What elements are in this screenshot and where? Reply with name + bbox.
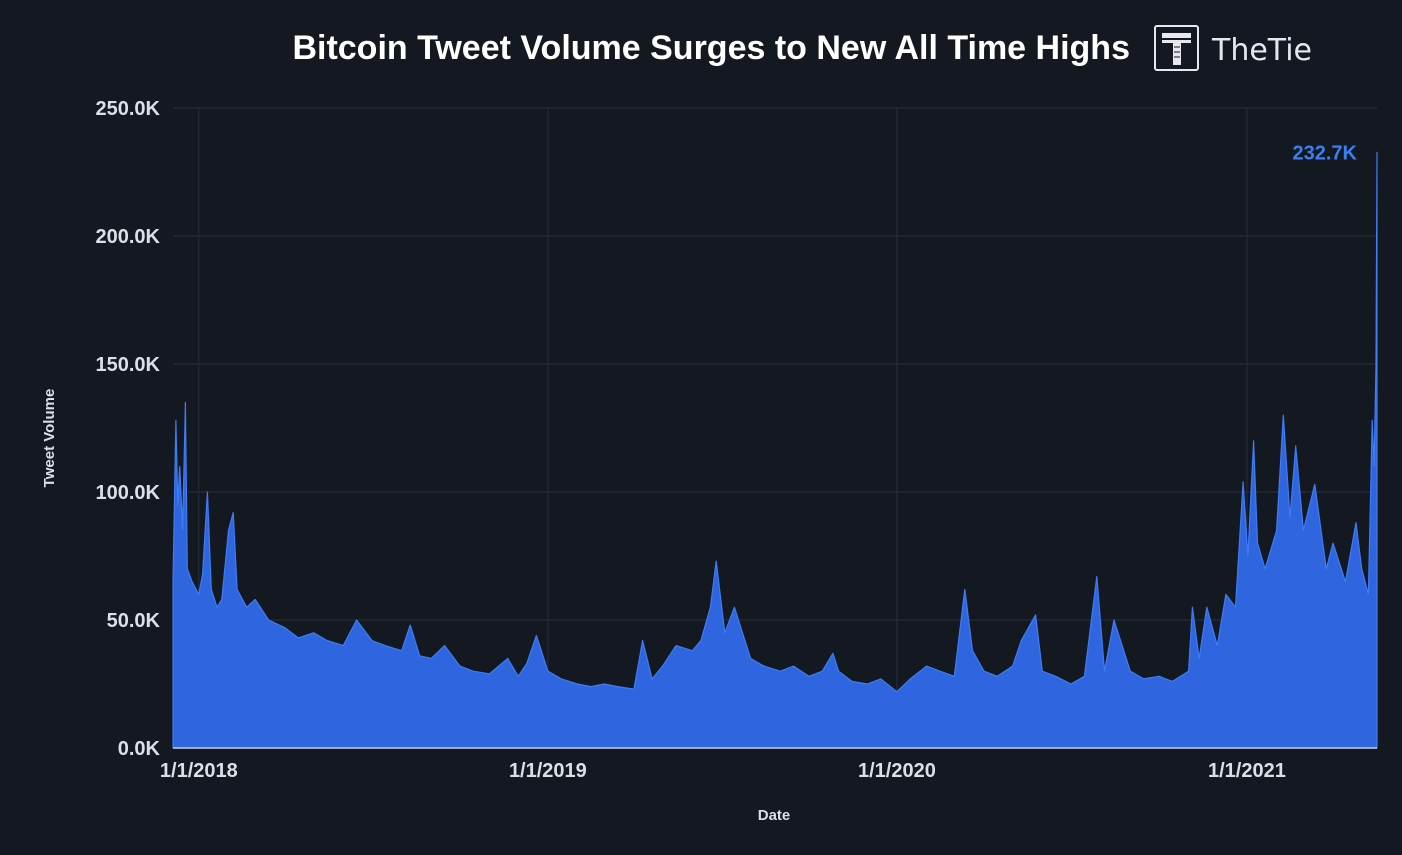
peak-data-label: 232.7K: [1293, 142, 1358, 164]
x-tick-label: 1/1/2020: [858, 760, 936, 782]
y-axis-title: Tweet Volume: [41, 389, 58, 488]
brand-name: TheTie: [1211, 33, 1312, 68]
x-tick-label: 1/1/2019: [509, 760, 587, 782]
y-tick-label: 250.0K: [96, 98, 161, 120]
series-area-layer: [172, 151, 1378, 749]
chart-title: Bitcoin Tweet Volume Surges to New All T…: [292, 29, 1130, 67]
y-tick-label: 0.0K: [118, 738, 161, 760]
x-axis-title: Date: [758, 807, 791, 824]
x-tick-label: 1/1/2021: [1208, 760, 1286, 782]
y-tick-label: 200.0K: [96, 226, 161, 248]
thetie-logo-icon: [1154, 25, 1199, 71]
y-tick-label: 150.0K: [96, 354, 161, 376]
y-tick-label: 100.0K: [96, 482, 161, 504]
series-area: [172, 151, 1378, 749]
y-tick-label: 50.0K: [107, 610, 161, 632]
axis-layer: 0.0K 50.0K 100.0K 150.0K 200.0K 250.0K 1/1/201…: [96, 98, 1377, 782]
x-tick-label: 1/1/2018: [160, 760, 238, 782]
